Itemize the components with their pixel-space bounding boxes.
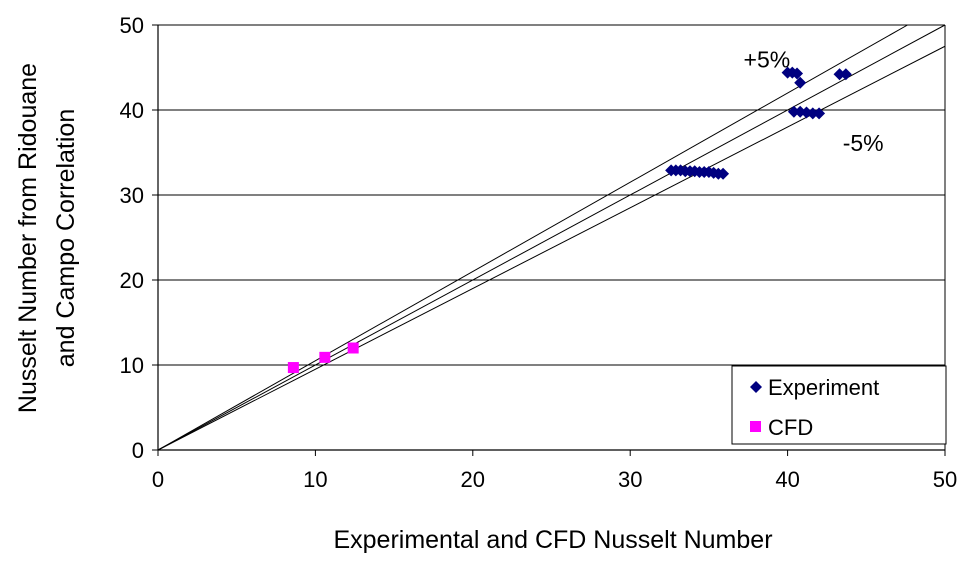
x-tick-label-20: 20 [461,467,485,492]
annotation-0: +5% [744,47,791,73]
point-experiment-20 [813,107,826,120]
x-tick-label-10: 10 [303,467,327,492]
legend-label-cfd: CFD [768,415,813,440]
point-cfd-2 [347,342,359,354]
y-tick-label-50: 50 [120,13,144,38]
point-cfd-0 [287,362,299,374]
legend-marker-experiment [750,381,762,393]
point-cfd-1 [319,351,331,363]
data-points [287,66,852,374]
annotation-1: -5% [843,130,884,156]
legend: Experiment CFD [731,365,947,445]
legend-label-experiment: Experiment [768,375,879,400]
x-tick-label-0: 0 [152,467,164,492]
y-tick-label-20: 20 [120,268,144,293]
x-axis-title: Experimental and CFD Nusselt Number [333,526,772,554]
y-axis-title-line-1: Nusselt Number from Ridouane [14,63,42,413]
axes [152,24,946,456]
x-tick-label-50: 50 [933,467,957,492]
x-tick-label-30: 30 [618,467,642,492]
y-axis-title-line-2: and Campo Correlation [52,109,80,367]
y-tick-label-30: 30 [120,183,144,208]
y-tick-label-10: 10 [120,353,144,378]
tick-labels: 0 10 20 30 40 50 0 10 20 30 40 50 [120,13,958,492]
point-experiment-14 [791,67,804,80]
x-tick-label-40: 40 [775,467,799,492]
reference-line-0 [157,24,908,451]
point-experiment-19 [806,107,819,120]
y-tick-label-40: 40 [120,98,144,123]
grid-layer [158,24,946,450]
annotations: +5% -5% [744,47,884,156]
reference-line-1 [157,24,946,451]
point-experiment-15 [794,76,807,89]
point-experiment-22 [839,68,852,81]
y-tick-label-0: 0 [132,438,144,463]
point-experiment-11 [717,167,730,180]
point-experiment-21 [833,68,846,81]
legend-box [731,365,947,445]
legend-marker-cfd [750,421,761,432]
point-experiment-16 [787,105,800,118]
